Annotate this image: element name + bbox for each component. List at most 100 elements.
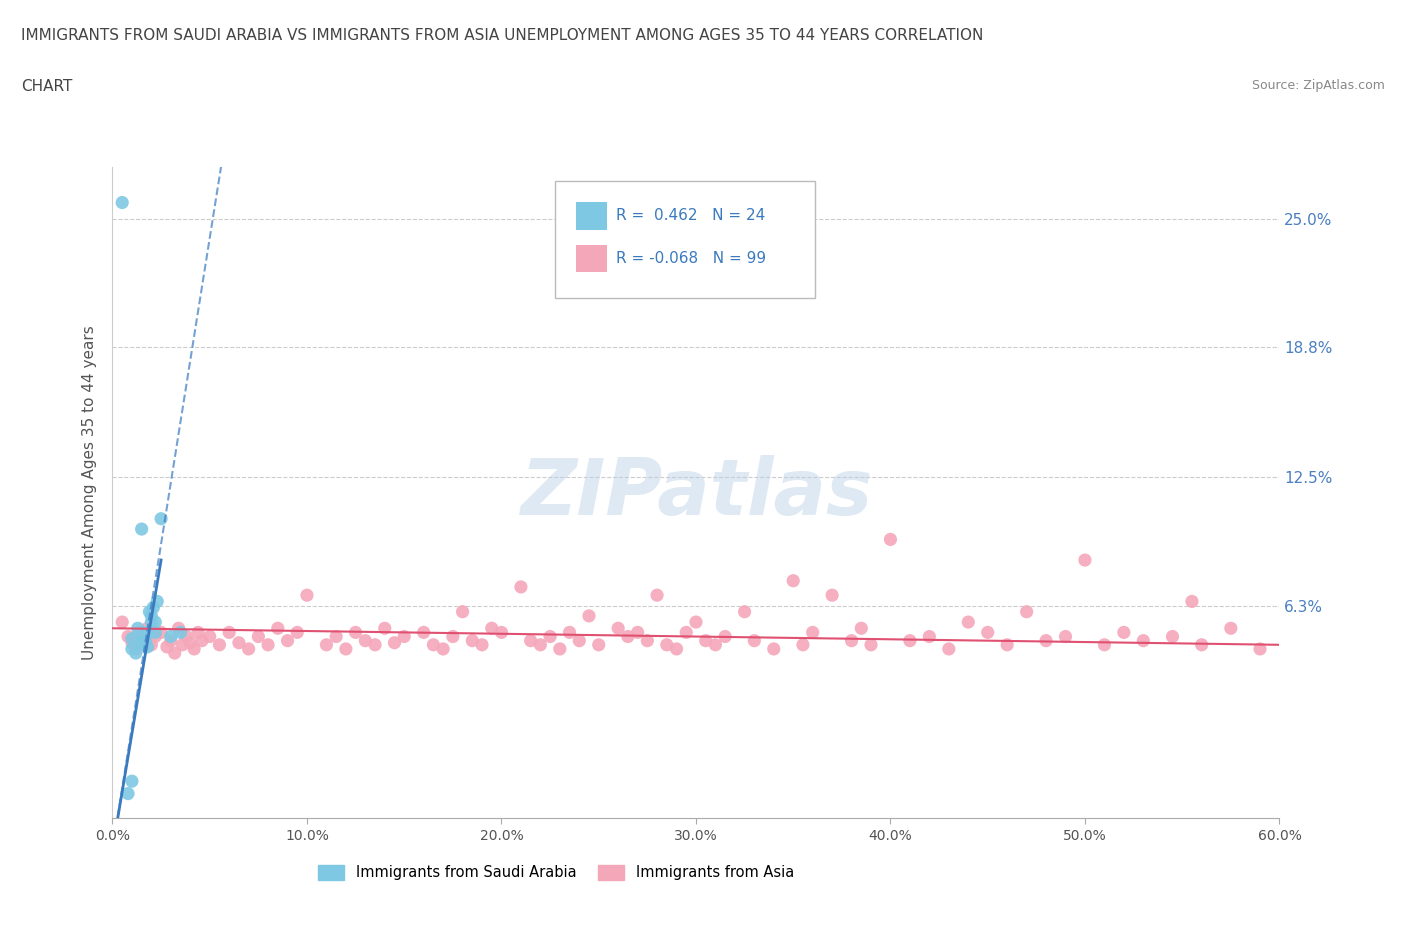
Point xyxy=(125,645,148,660)
Point xyxy=(156,640,179,655)
Y-axis label: Unemployment Among Ages 35 to 44 years: Unemployment Among Ages 35 to 44 years xyxy=(82,326,97,660)
Point xyxy=(801,625,824,640)
Point xyxy=(143,629,166,644)
Point xyxy=(860,637,883,652)
Point xyxy=(685,615,707,630)
Point xyxy=(325,629,347,644)
Point xyxy=(125,642,148,657)
Point xyxy=(1181,594,1204,609)
Point xyxy=(150,625,173,640)
Point xyxy=(451,604,474,619)
Point xyxy=(374,621,396,636)
Point xyxy=(645,588,668,603)
Point xyxy=(208,637,231,652)
Point xyxy=(218,625,240,640)
Point xyxy=(121,642,143,657)
Point xyxy=(538,629,561,644)
Point xyxy=(519,633,541,648)
Point xyxy=(135,633,157,648)
Point xyxy=(121,631,143,646)
Point xyxy=(176,629,198,644)
Point xyxy=(167,621,190,636)
Point xyxy=(183,642,205,657)
Text: R = -0.068   N = 99: R = -0.068 N = 99 xyxy=(616,251,766,266)
Point xyxy=(364,637,387,652)
Point xyxy=(841,633,863,648)
Point xyxy=(141,615,163,630)
Point xyxy=(163,645,186,660)
Point xyxy=(461,633,484,648)
Text: CHART: CHART xyxy=(21,79,73,94)
Point xyxy=(1035,633,1057,648)
Point xyxy=(179,635,201,650)
Point xyxy=(695,633,717,648)
Point xyxy=(335,642,357,657)
Point xyxy=(568,633,591,648)
Point xyxy=(295,588,318,603)
Point xyxy=(143,615,166,630)
Point xyxy=(127,621,149,636)
Point xyxy=(257,637,280,652)
Point xyxy=(111,615,134,630)
Point xyxy=(131,635,153,650)
Point xyxy=(111,195,134,210)
Point xyxy=(422,637,444,652)
Point xyxy=(128,625,150,640)
Point xyxy=(762,642,785,657)
Point xyxy=(150,512,173,526)
Point xyxy=(1094,637,1116,652)
Point xyxy=(285,625,308,640)
Point xyxy=(131,629,153,644)
Point xyxy=(792,637,814,652)
Point xyxy=(1074,552,1097,567)
Point xyxy=(675,625,697,640)
Point xyxy=(1015,604,1038,619)
Point xyxy=(160,629,183,644)
Point xyxy=(132,637,155,652)
Point xyxy=(141,608,163,623)
Point xyxy=(627,625,650,640)
Point xyxy=(481,621,503,636)
Point xyxy=(117,786,139,801)
Point xyxy=(879,532,901,547)
Point xyxy=(136,625,159,640)
Point xyxy=(136,640,159,655)
Point xyxy=(169,625,191,640)
Point xyxy=(160,633,183,648)
Point xyxy=(384,635,406,650)
Point xyxy=(734,604,756,619)
Point xyxy=(138,604,160,619)
Point xyxy=(957,615,980,630)
Point xyxy=(617,629,640,644)
Point xyxy=(548,642,571,657)
Point xyxy=(132,633,155,648)
Point xyxy=(198,629,221,644)
Point xyxy=(187,625,209,640)
Point xyxy=(665,642,688,657)
Point xyxy=(1054,629,1077,644)
Point xyxy=(1132,633,1154,648)
Point xyxy=(142,600,165,615)
Point xyxy=(995,637,1018,652)
Point xyxy=(432,642,454,657)
Point xyxy=(228,635,250,650)
Point xyxy=(821,588,844,603)
Point xyxy=(131,522,153,537)
Text: ZIPatlas: ZIPatlas xyxy=(520,455,872,531)
Point xyxy=(1112,625,1135,640)
Point xyxy=(607,621,630,636)
Point xyxy=(191,633,214,648)
Point xyxy=(938,642,960,657)
Point xyxy=(121,774,143,789)
Point xyxy=(136,621,159,636)
Point xyxy=(558,625,581,640)
Point xyxy=(509,579,531,594)
Point xyxy=(1249,642,1271,657)
Point xyxy=(267,621,290,636)
Point xyxy=(394,629,416,644)
Point xyxy=(441,629,464,644)
Point xyxy=(898,633,921,648)
Point xyxy=(1191,637,1213,652)
Legend: Immigrants from Saudi Arabia, Immigrants from Asia: Immigrants from Saudi Arabia, Immigrants… xyxy=(312,859,800,886)
Point xyxy=(851,621,873,636)
